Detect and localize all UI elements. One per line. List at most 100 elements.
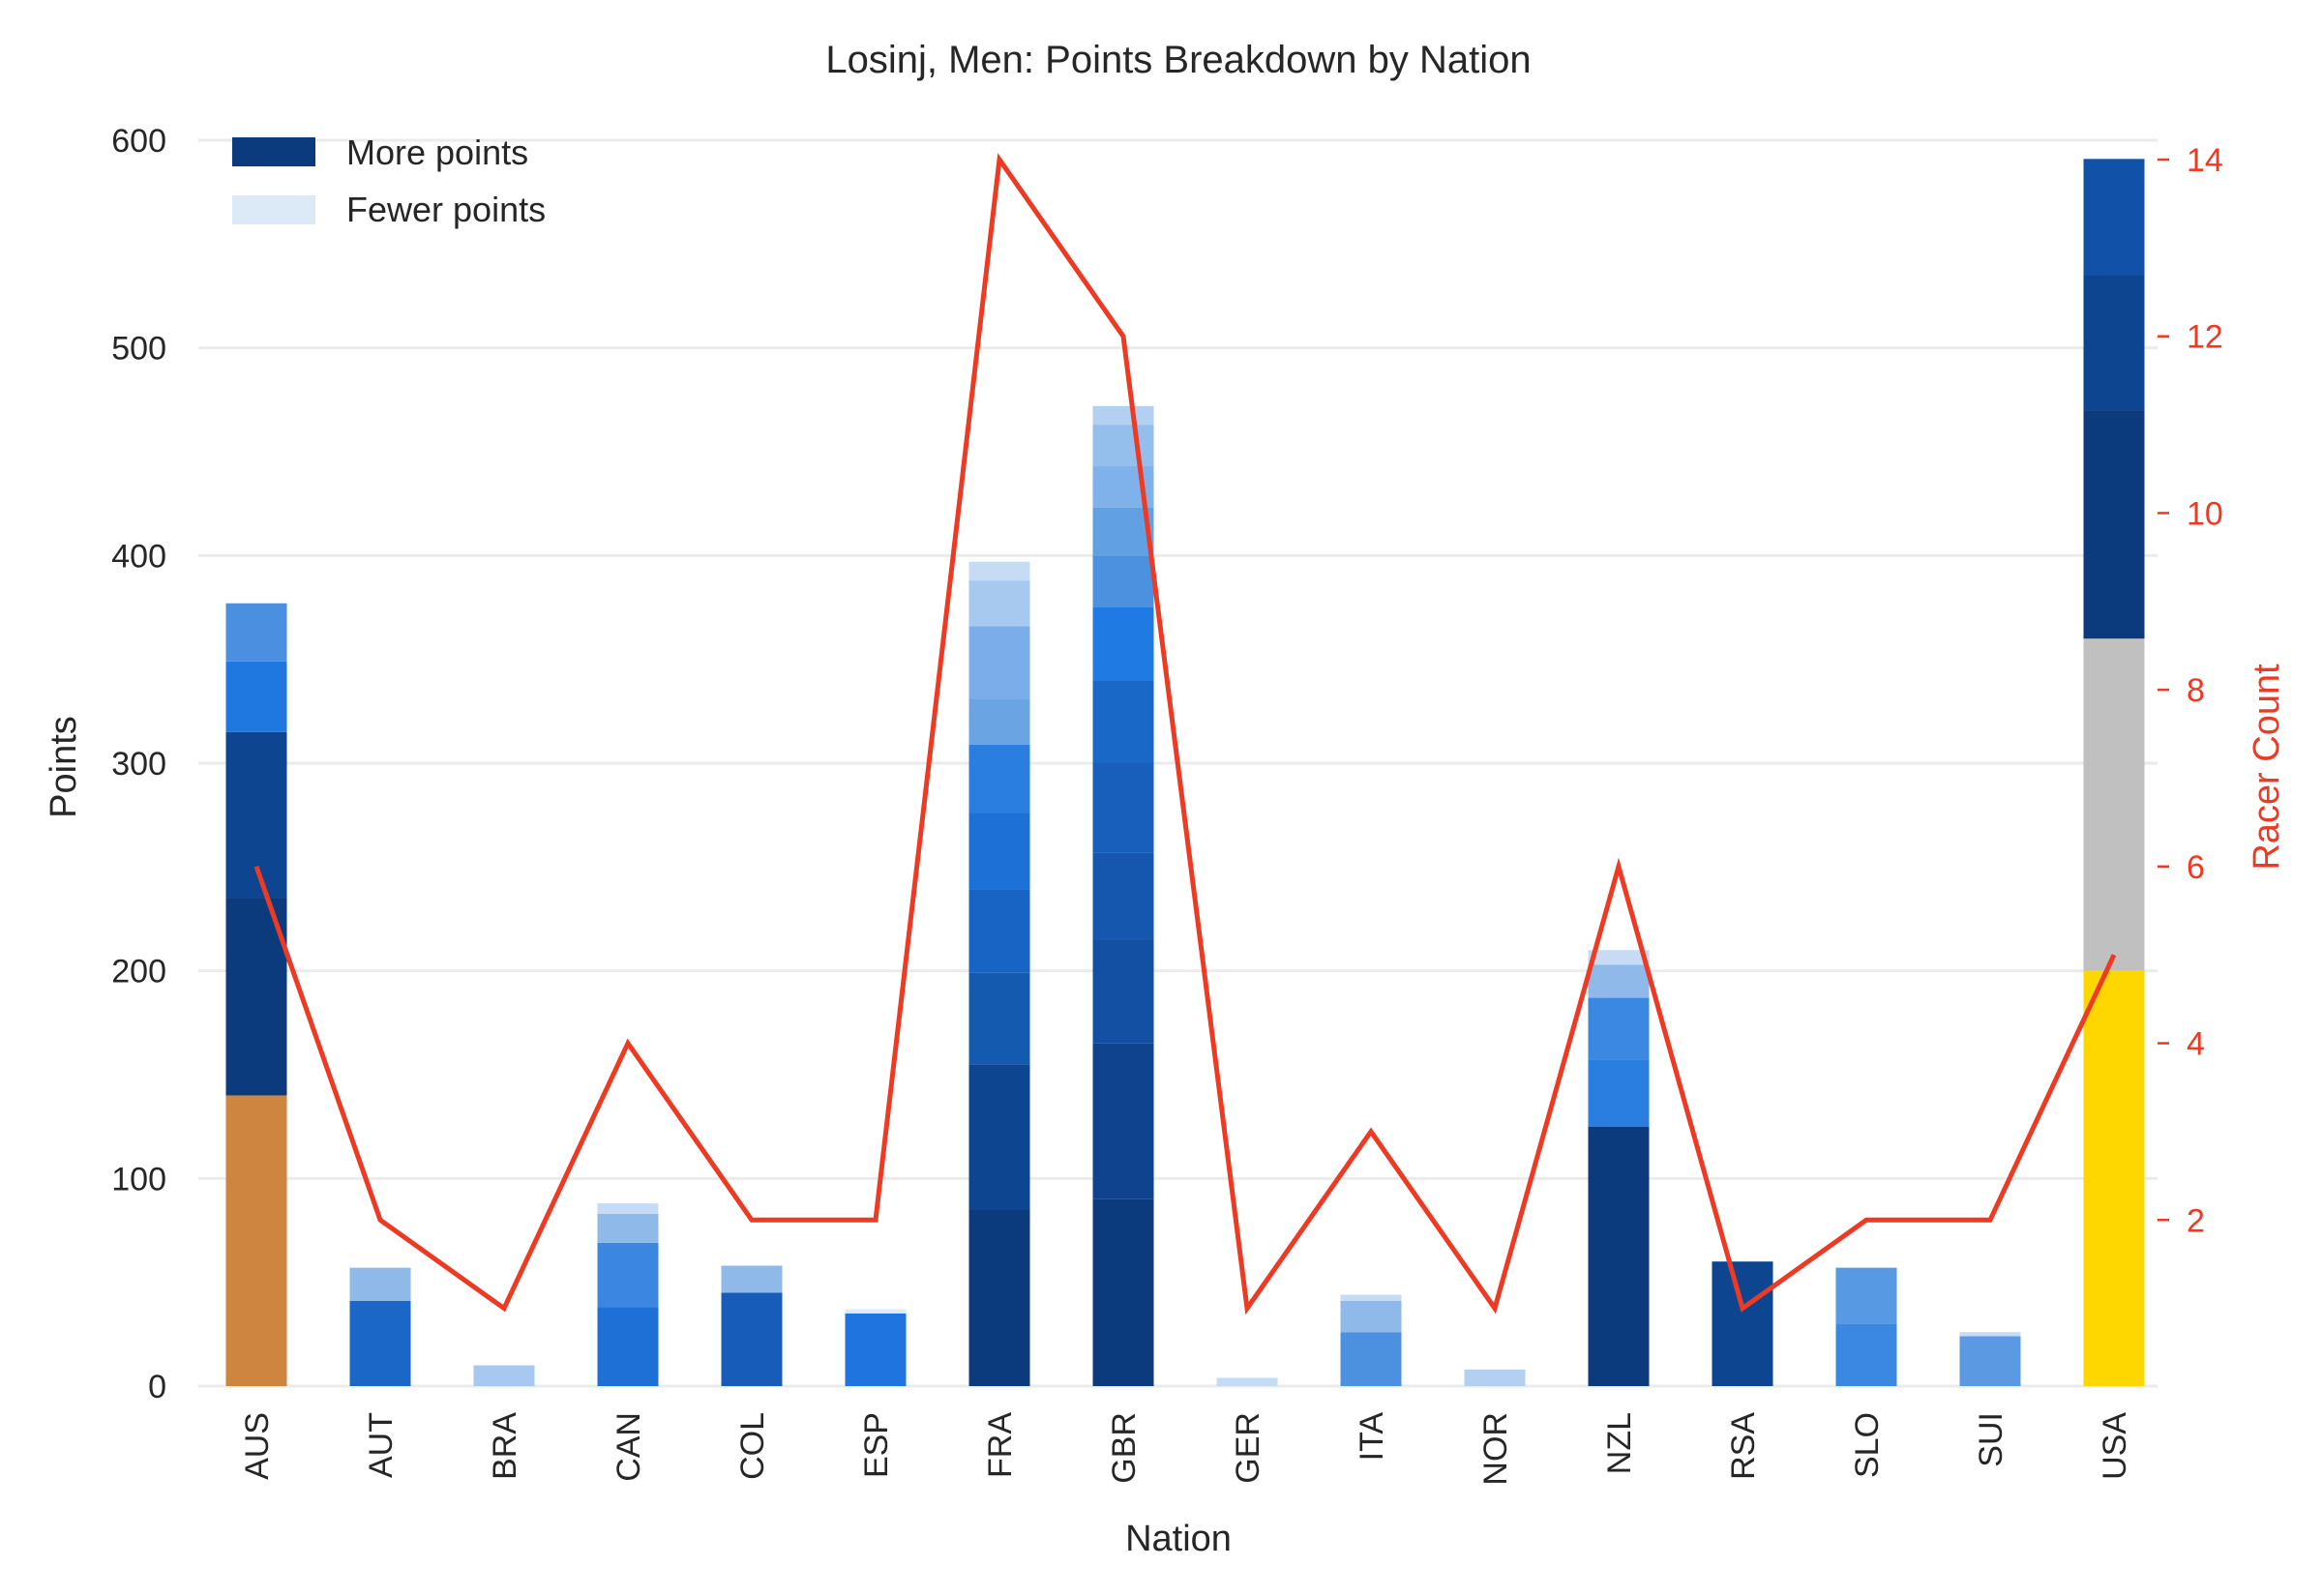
bar-segment-can-1 bbox=[597, 1307, 659, 1386]
bar-stack-aus bbox=[225, 603, 287, 1386]
bar-stack-gbr bbox=[1092, 405, 1154, 1386]
legend-swatch-more-points bbox=[232, 137, 315, 166]
right-y-tick-label-10: 10 bbox=[2187, 495, 2223, 532]
bar-segment-aus-4 bbox=[225, 661, 287, 732]
y-tick-label-300: 300 bbox=[111, 746, 166, 783]
bar-stack-ger bbox=[1216, 1377, 1278, 1386]
x-tick-label-usa: USA bbox=[2097, 1412, 2133, 1480]
bar-stack-can bbox=[597, 1203, 659, 1386]
y-axis-label: Points bbox=[44, 716, 84, 818]
y-tick-label-400: 400 bbox=[111, 538, 166, 575]
y-tick-label-500: 500 bbox=[111, 331, 166, 368]
bar-segment-nzl-1 bbox=[1588, 1126, 1650, 1386]
bar-segment-fra-2 bbox=[968, 1064, 1030, 1210]
x-tick-label-can: CAN bbox=[610, 1412, 647, 1482]
right-y-tick-label-6: 6 bbox=[2187, 849, 2205, 886]
bar-stack-bra bbox=[473, 1365, 535, 1386]
x-tick-label-fra: FRA bbox=[982, 1412, 1019, 1478]
right-y-tick-label-2: 2 bbox=[2187, 1202, 2205, 1239]
bar-segment-nor-1 bbox=[1464, 1369, 1526, 1386]
y-tick-label-0: 0 bbox=[148, 1369, 166, 1405]
bar-segment-fra-5 bbox=[968, 813, 1030, 890]
bar-segment-aut-1 bbox=[349, 1300, 411, 1386]
bar-segment-gbr-5 bbox=[1092, 763, 1154, 853]
bar-segment-gbr-9 bbox=[1092, 507, 1154, 556]
bar-segment-gbr-1 bbox=[1092, 1198, 1154, 1386]
bar-stack-col bbox=[721, 1265, 783, 1386]
bar-segment-nzl-2 bbox=[1588, 1059, 1650, 1127]
y-tick-label-100: 100 bbox=[111, 1161, 166, 1197]
bar-segment-aus-5 bbox=[225, 603, 287, 662]
bar-segment-usa-1 bbox=[2083, 970, 2145, 1386]
y-tick-label-200: 200 bbox=[111, 954, 166, 990]
bar-stack-ita bbox=[1340, 1294, 1402, 1386]
bar-segment-gbr-8 bbox=[1092, 555, 1154, 607]
bar-segment-fra-8 bbox=[968, 626, 1030, 699]
x-tick-label-nor: NOR bbox=[1477, 1412, 1514, 1486]
legend-swatch-fewer-points bbox=[232, 195, 315, 224]
bar-segment-gbr-4 bbox=[1092, 852, 1154, 940]
bar-stack-sui bbox=[1959, 1332, 2021, 1386]
axes-layer: 0 100 200 300 400 500 600 2 4 6 8 10 12 14 AUS AUT BRA CA… bbox=[111, 123, 2223, 1486]
bar-segment-can-2 bbox=[597, 1242, 659, 1308]
bar-segment-esp-2 bbox=[845, 1309, 907, 1314]
bar-segment-can-4 bbox=[597, 1203, 659, 1214]
legend-label-fewer-points: Fewer points bbox=[346, 190, 546, 229]
x-tick-label-ita: ITA bbox=[1354, 1412, 1390, 1462]
bar-segment-usa-3 bbox=[2083, 410, 2145, 639]
bar-segment-fra-1 bbox=[968, 1209, 1030, 1386]
bar-stack-usa bbox=[2083, 159, 2145, 1386]
bar-segment-gbr-11 bbox=[1092, 425, 1154, 467]
bar-segment-usa-2 bbox=[2083, 638, 2145, 971]
bar-segment-usa-5 bbox=[2083, 159, 2145, 276]
bar-segment-gbr-2 bbox=[1092, 1043, 1154, 1199]
bar-segment-esp-1 bbox=[845, 1313, 907, 1386]
bar-stack-nzl bbox=[1588, 950, 1650, 1386]
bar-segment-fra-3 bbox=[968, 972, 1030, 1065]
x-axis-label: Nation bbox=[1125, 1519, 1232, 1559]
bar-stack-rsa bbox=[1712, 1261, 1773, 1386]
bar-segment-gbr-7 bbox=[1092, 607, 1154, 681]
bar-segment-can-3 bbox=[597, 1213, 659, 1243]
bar-segment-ita-3 bbox=[1340, 1294, 1402, 1301]
bar-segment-fra-6 bbox=[968, 744, 1030, 813]
right-y-tick-label-12: 12 bbox=[2187, 319, 2223, 356]
bar-segment-aut-2 bbox=[349, 1267, 411, 1301]
bar-segment-gbr-12 bbox=[1092, 405, 1154, 426]
x-tick-label-aus: AUS bbox=[239, 1412, 276, 1480]
bar-segment-bra-1 bbox=[473, 1365, 535, 1386]
chart-title: Losinj, Men: Points Breakdown by Nation bbox=[825, 39, 1531, 81]
bar-segment-ita-2 bbox=[1340, 1300, 1402, 1333]
bar-segment-slo-2 bbox=[1835, 1267, 1897, 1324]
bar-segment-ger-1 bbox=[1216, 1377, 1278, 1386]
x-tick-label-bra: BRA bbox=[487, 1412, 523, 1480]
y-tick-label-600: 600 bbox=[111, 123, 166, 160]
bar-segment-fra-7 bbox=[968, 698, 1030, 745]
bar-segment-col-1 bbox=[721, 1292, 783, 1386]
bar-segment-ita-1 bbox=[1340, 1332, 1402, 1386]
bar-segment-rsa-1 bbox=[1712, 1261, 1773, 1386]
x-tick-label-aut: AUT bbox=[363, 1412, 400, 1478]
x-tick-label-gbr: GBR bbox=[1106, 1412, 1143, 1484]
racer-count-line bbox=[253, 153, 2117, 1315]
bar-segment-aus-1 bbox=[225, 1095, 287, 1386]
bar-segment-fra-4 bbox=[968, 889, 1030, 973]
legend: More points Fewer points bbox=[232, 133, 546, 229]
x-tick-label-esp: ESP bbox=[858, 1412, 895, 1478]
bar-stack-aut bbox=[349, 1267, 411, 1386]
bars-layer bbox=[225, 159, 2145, 1386]
bar-segment-usa-4 bbox=[2083, 275, 2145, 411]
bar-stack-esp bbox=[845, 1309, 907, 1386]
bar-segment-gbr-6 bbox=[1092, 680, 1154, 763]
bar-segment-nzl-4 bbox=[1588, 964, 1650, 998]
right-y-tick-label-14: 14 bbox=[2187, 142, 2223, 179]
x-tick-label-slo: SLO bbox=[1849, 1412, 1886, 1478]
bar-segment-fra-9 bbox=[968, 580, 1030, 627]
bar-segment-col-2 bbox=[721, 1265, 783, 1293]
bar-segment-nzl-5 bbox=[1588, 950, 1650, 965]
bar-segment-fra-10 bbox=[968, 561, 1030, 581]
bar-segment-sui-2 bbox=[1959, 1332, 2021, 1337]
bar-segment-sui-1 bbox=[1959, 1336, 2021, 1386]
